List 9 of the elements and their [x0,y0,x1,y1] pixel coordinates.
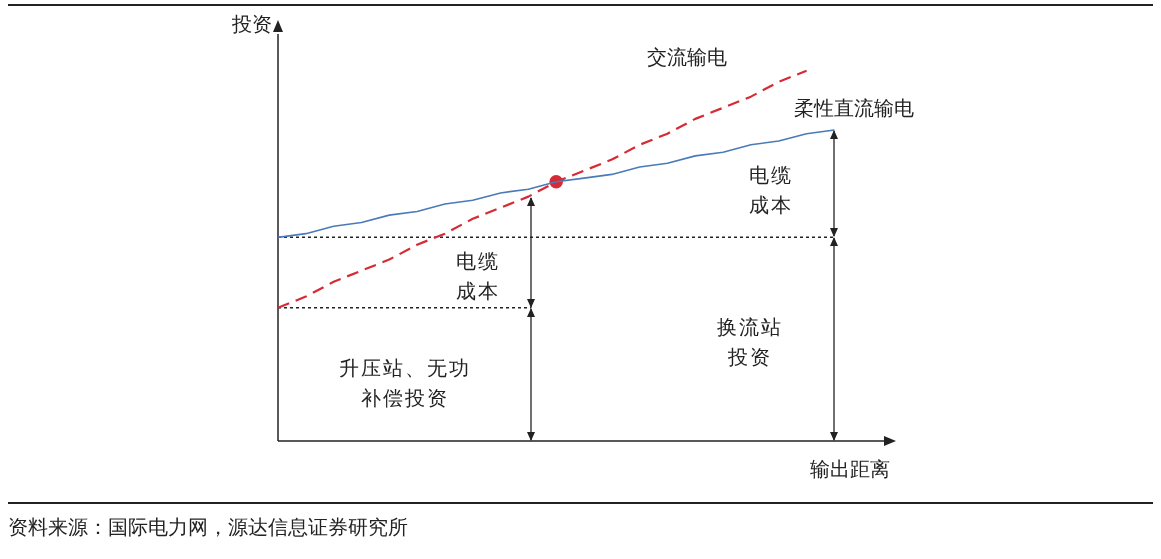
annotation: 电缆成本 [455,248,501,305]
series-label: 柔性直流输电 [794,96,915,121]
text: 资料来源：国际电力网，源达信息证券研究所 [8,514,409,541]
annotation: 电缆成本 [748,162,794,219]
annotation: 换流站投资 [716,314,784,371]
x-axis-title: 输出距离 [810,457,890,482]
y-axis-title: 投资 [231,12,272,37]
series-label: 交流输电 [646,44,727,69]
annotation: 升压站、无功补偿投资 [338,355,472,412]
